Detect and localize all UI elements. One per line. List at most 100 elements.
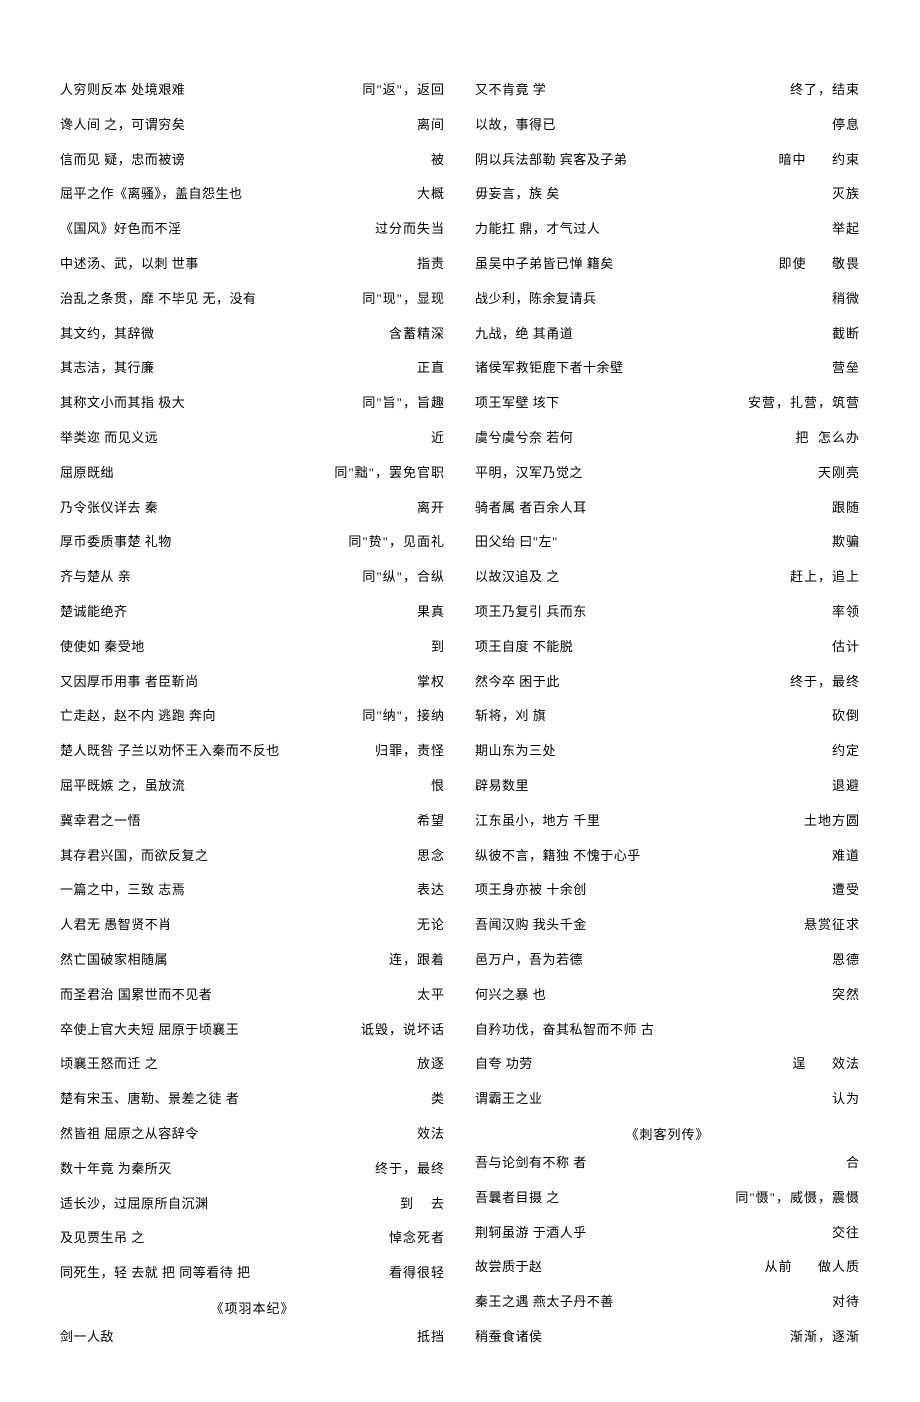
vocab-entry: 其存君兴国，而欲反复之思念: [60, 846, 445, 867]
meaning-text: 逞 效法: [792, 1054, 860, 1075]
vocab-entry: 纵彼不言，籍独 不愧于心乎难道: [475, 846, 860, 867]
meaning-text: 归罪，责怪: [375, 741, 445, 762]
meaning-text: 突然: [832, 985, 860, 1006]
meaning-text: 土地方圆: [804, 811, 860, 832]
phrase-text: 荆轲虽游 于酒人乎: [475, 1223, 595, 1244]
vocab-entry: 适长沙，过屈原所自沉渊到 去: [60, 1194, 445, 1215]
vocab-entry: 吾曩者目摄 之同"慑"，威慑，震慑: [475, 1188, 860, 1209]
meaning-text: 终于，最终: [790, 672, 860, 693]
phrase-text: 屈平既嫉 之，虽放流: [60, 776, 193, 797]
phrase-text: 以故汉追及 之: [475, 567, 568, 588]
vocab-entry: 平明，汉军乃觉之天刚亮: [475, 463, 860, 484]
phrase-text: 适长沙，过屈原所自沉渊: [60, 1194, 217, 1215]
meaning-text: 悬赏征求: [804, 915, 860, 936]
phrase-text: 故尝质于赵: [475, 1257, 551, 1278]
meaning-text: 抵挡: [417, 1327, 445, 1348]
meaning-text: 恨: [431, 776, 445, 797]
vocab-entry: 以故汉追及 之赶上，追上: [475, 567, 860, 588]
meaning-text: 即使 敬畏: [778, 254, 860, 275]
meaning-text: 率领: [832, 602, 860, 623]
phrase-text: 项王自度 不能脱: [475, 637, 581, 658]
phrase-text: 楚有宋玉、唐勒、景差之徒 者: [60, 1089, 247, 1110]
meaning-text: 同"旨"，旨趣: [362, 393, 445, 414]
meaning-text: 同"纵"，合纵: [362, 567, 445, 588]
vocab-entry: 同死生，轻 去就 把 同等看待 把看得很轻: [60, 1263, 445, 1284]
vocab-entry: 人穷则反本 处境艰难同"返"，返回: [60, 80, 445, 101]
phrase-text: 诸侯军救钜鹿下者十余壁: [475, 358, 632, 379]
vocab-entry: 稍蚕食诸侯渐渐，逐渐: [475, 1327, 860, 1348]
meaning-text: 截断: [832, 324, 860, 345]
meaning-text: 看得很轻: [389, 1263, 445, 1284]
vocab-entry: 然皆祖 屈原之从容辞令效法: [60, 1124, 445, 1145]
vocab-entry: 九战，绝 其甬道截断: [475, 324, 860, 345]
phrase-text: 举类迩 而见义远: [60, 428, 166, 449]
phrase-text: 信而见 疑，忠而被谤: [60, 150, 193, 171]
vocab-entry: 谗人间 之，可谓穷矣 离间: [60, 115, 445, 136]
page-layout: 人穷则反本 处境艰难同"返"，返回谗人间 之，可谓穷矣 离间信而见 疑，忠而被谤被…: [60, 80, 860, 1362]
vocab-entry: 厚币委质事楚 礼物同"贽"，见面礼: [60, 532, 445, 553]
phrase-text: 齐与楚从 亲: [60, 567, 139, 588]
meaning-text: 希望: [417, 811, 445, 832]
meaning-text: 含蓄精深: [389, 324, 445, 345]
phrase-text: 自夸 功劳: [475, 1054, 541, 1075]
phrase-text: 卒使上官大夫短 屈原于顷襄王: [60, 1020, 247, 1041]
phrase-text: 虞兮虞兮奈 若何: [475, 428, 581, 449]
section-title: 《项羽本纪》: [60, 1298, 445, 1317]
phrase-text: 谗人间 之，可谓穷矣: [60, 115, 193, 136]
vocab-entry: 毋妄言，族 矣灭族: [475, 184, 860, 205]
vocab-entry: 屈平既嫉 之，虽放流 恨: [60, 776, 445, 797]
vocab-entry: 谓霸王之业认为: [475, 1089, 860, 1110]
vocab-entry: 项王军壁 垓下安营，扎营，筑营: [475, 393, 860, 414]
vocab-entry: 力能扛 鼎，才气过人举起: [475, 219, 860, 240]
phrase-text: 乃令张仪详去 秦: [60, 498, 166, 519]
vocab-entry: 治乱之条贯，靡 不毕见 无，没有同"现"，显现: [60, 289, 445, 310]
phrase-text: 屈平之作《离骚》，盖自怨生也: [60, 184, 251, 205]
vocab-entry: 乃令张仪详去 秦离开: [60, 498, 445, 519]
phrase-text: 又不肯竟 学: [475, 80, 554, 101]
phrase-text: 吾闻汉购 我头千金: [475, 915, 595, 936]
phrase-text: 期山东为三处: [475, 741, 564, 762]
phrase-text: 然今卒 困于此: [475, 672, 568, 693]
meaning-text: 交往: [832, 1223, 860, 1244]
phrase-text: 数十年竟 为秦所灭: [60, 1159, 180, 1180]
vocab-entry: 邑万户，吾为若德恩德: [475, 950, 860, 971]
vocab-entry: 期山东为三处 约定: [475, 741, 860, 762]
meaning-text: 无论: [417, 915, 445, 936]
meaning-text: 表达: [417, 880, 445, 901]
meaning-text: 退避: [832, 776, 860, 797]
vocab-entry: 故尝质于赵从前 做人质: [475, 1257, 860, 1278]
vocab-entry: 然今卒 困于此 终于，最终: [475, 672, 860, 693]
vocab-entry: 诸侯军救钜鹿下者十余壁营垒: [475, 358, 860, 379]
vocab-entry: 又不肯竟 学终了，结束: [475, 80, 860, 101]
phrase-text: 阴以兵法部勒 宾客及子弟: [475, 150, 635, 171]
phrase-text: 江东虽小，地方 千里: [475, 811, 608, 832]
phrase-text: 辟易数里: [475, 776, 537, 797]
meaning-text: 离间: [417, 115, 445, 136]
phrase-text: 楚诚能绝齐: [60, 602, 136, 623]
vocab-entry: 虽吴中子弟皆已惮 籍矣即使 敬畏: [475, 254, 860, 275]
meaning-text: 合: [846, 1153, 860, 1174]
phrase-text: 田父绐 曰"左": [475, 532, 566, 553]
meaning-text: 效法: [417, 1124, 445, 1145]
phrase-text: 骑者属 者百余人耳: [475, 498, 595, 519]
vocab-entry: 其志洁，其行廉正直: [60, 358, 445, 379]
vocab-entry: 信而见 疑，忠而被谤被: [60, 150, 445, 171]
vocab-entry: 江东虽小，地方 千里 土地方圆: [475, 811, 860, 832]
meaning-text: 近: [431, 428, 445, 449]
phrase-text: 使使如 秦受地: [60, 637, 153, 658]
phrase-text: 何兴之暴 也: [475, 985, 554, 1006]
meaning-text: 约定: [832, 741, 860, 762]
meaning-text: 思念: [417, 846, 445, 867]
meaning-text: 同"返"，返回: [362, 80, 445, 101]
vocab-entry: 亡走赵，赵不内 逃跑 奔向同"纳"，接纳: [60, 706, 445, 727]
meaning-text: 连，跟着: [389, 950, 445, 971]
vocab-entry: 田父绐 曰"左"欺骗: [475, 532, 860, 553]
meaning-text: 同"黜"，罢免官职: [334, 463, 445, 484]
meaning-text: 果真: [417, 602, 445, 623]
vocab-entry: 自夸 功劳 逞 效法: [475, 1054, 860, 1075]
phrase-text: 又因厚币用事 者臣靳尚: [60, 672, 207, 693]
left-column: 人穷则反本 处境艰难同"返"，返回谗人间 之，可谓穷矣 离间信而见 疑，忠而被谤被…: [60, 80, 445, 1362]
phrase-text: 《国风》好色而不淫: [60, 219, 190, 240]
phrase-text: 厚币委质事楚 礼物: [60, 532, 180, 553]
vocab-entry: 楚有宋玉、唐勒、景差之徒 者类: [60, 1089, 445, 1110]
